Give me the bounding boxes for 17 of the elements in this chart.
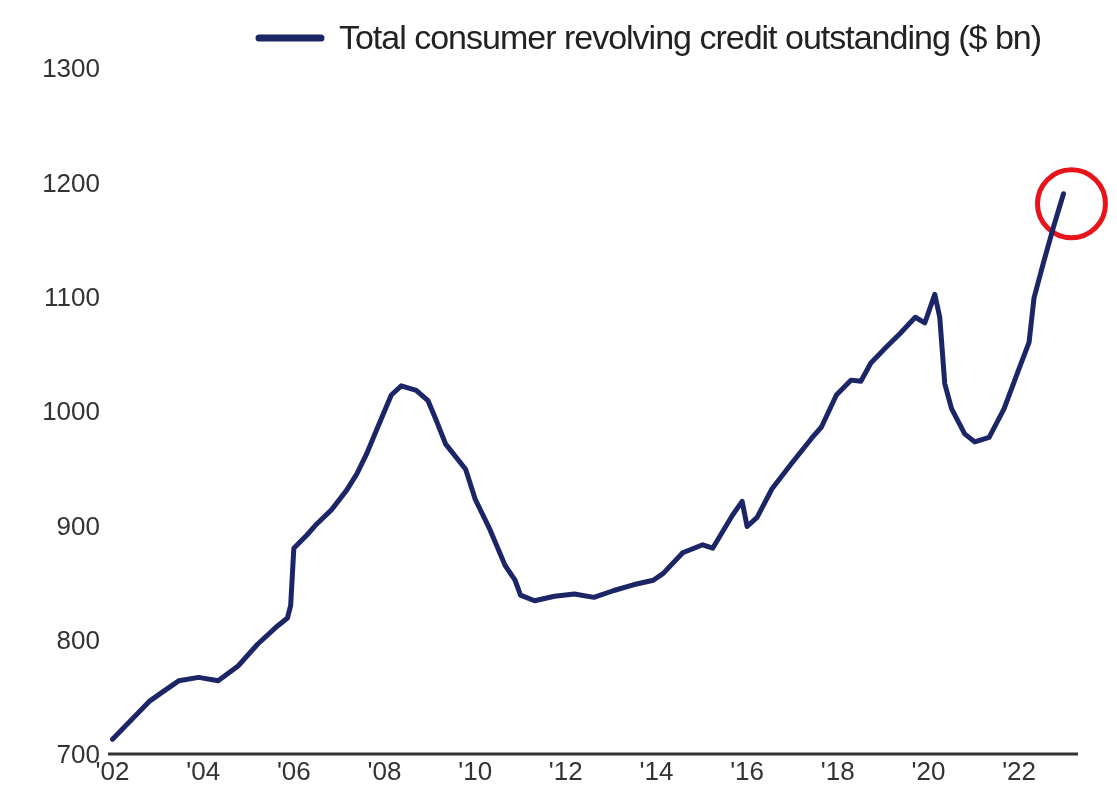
x-tick-label: '04 (186, 756, 221, 787)
y-tick-label: 1100 (44, 281, 100, 312)
x-tick-label: '18 (820, 756, 855, 787)
y-tick-label: 1000 (42, 396, 100, 427)
x-tick-label: '20 (911, 756, 946, 787)
x-tick-label: '16 (730, 756, 765, 787)
x-tick-label: '22 (1002, 756, 1037, 787)
x-tick-label: '08 (367, 756, 402, 787)
y-tick-label: 1200 (42, 167, 100, 198)
y-tick-label: 800 (56, 624, 100, 655)
y-tick-label: 900 (56, 510, 100, 541)
y-tick-label: 1300 (42, 53, 100, 84)
x-tick-label: '12 (548, 756, 583, 787)
x-tick-label: '14 (639, 756, 674, 787)
x-tick-label: '06 (276, 756, 311, 787)
x-tick-label: '10 (458, 756, 493, 787)
legend-label: Total consumer revolving credit outstanding ($ bn) (338, 18, 1042, 57)
